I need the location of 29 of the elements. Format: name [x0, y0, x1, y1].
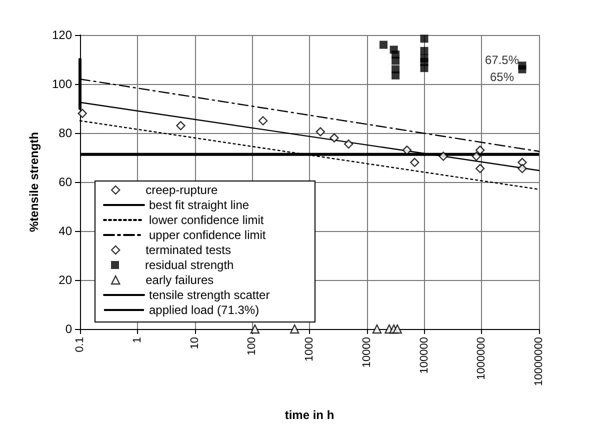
y-axis-title: %tensile strength	[27, 132, 41, 232]
legend-label: upper confidence limit	[149, 228, 266, 242]
y-tick-label: 20	[58, 273, 72, 287]
legend-label: best fit straight line	[149, 198, 250, 212]
x-tick-label: 0.1	[74, 337, 86, 352]
y-tick-label: 60	[58, 175, 72, 189]
x-tick-label: 10	[188, 337, 201, 350]
y-tick-label: 120	[52, 28, 72, 42]
y-tick-label: 0	[65, 322, 72, 336]
y-tick-label: 100	[52, 77, 72, 91]
y-tick-label: 80	[58, 126, 72, 140]
legend-label: tensile strength scatter	[149, 288, 270, 302]
x-tick-label: 1	[131, 337, 144, 344]
legend-label: residual strength	[145, 258, 234, 272]
legend-label: creep-rupture	[146, 183, 218, 197]
legend-label: applied load (71.3%)	[149, 303, 260, 317]
x-tick-label: 100000	[418, 337, 430, 374]
x-tick-label: 1000000	[476, 337, 488, 380]
annotation: 65%	[490, 70, 514, 84]
y-tick-label: 40	[58, 224, 72, 238]
x-tick-label: 100	[246, 337, 258, 356]
legend-label: terminated tests	[146, 243, 231, 257]
annotation: 67.5%	[484, 53, 520, 67]
legend-label: early failures	[146, 273, 214, 287]
legend-label: lower confidence limit	[149, 213, 264, 227]
x-tick-label: 10000	[360, 337, 373, 368]
x-axis-title: time in h	[284, 408, 334, 422]
x-tick-label: 1000	[304, 337, 316, 362]
x-tick-label: 10000000	[533, 337, 545, 386]
